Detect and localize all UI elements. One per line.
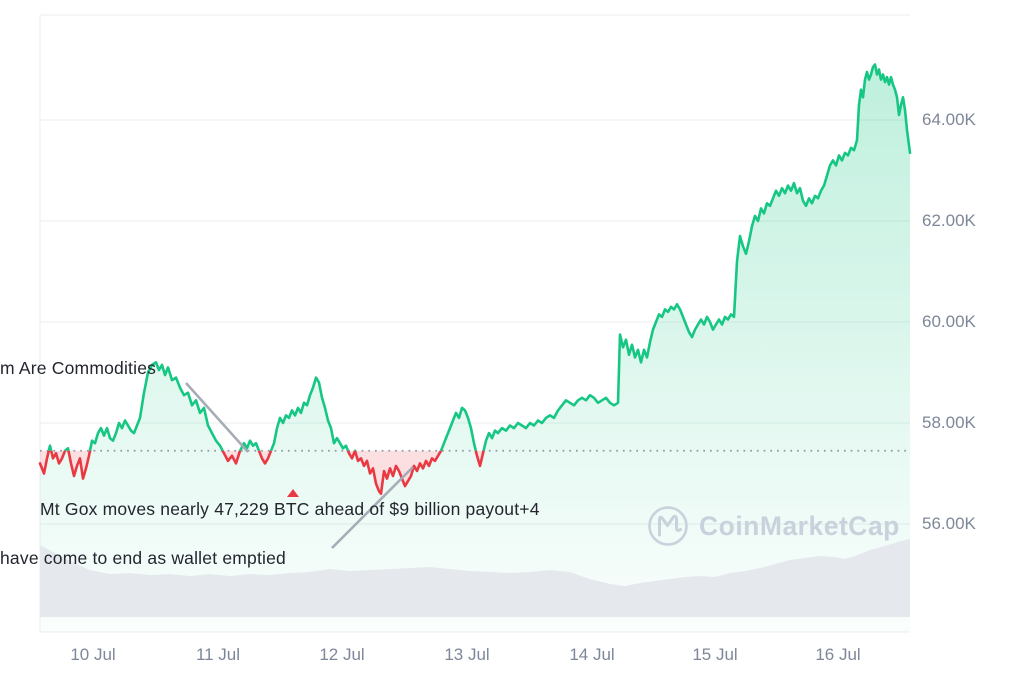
coinmarketcap-watermark-text: CoinMarketCap xyxy=(699,511,900,541)
coinmarketcap-logo-m xyxy=(658,514,682,537)
x-axis-tick-label: 16 Jul xyxy=(815,645,861,664)
annotation-connector-line xyxy=(185,382,249,453)
price-line-up xyxy=(47,63,912,451)
y-axis-tick-label: 60.00K xyxy=(922,312,976,331)
x-axis-tick-label: 12 Jul xyxy=(319,645,365,664)
coinmarketcap-watermark: CoinMarketCap xyxy=(648,506,900,546)
x-axis-tick-label: 13 Jul xyxy=(444,645,490,664)
y-axis-tick-label: 62.00K xyxy=(922,211,976,230)
news-annotation[interactable]: have come to end as wallet emptied xyxy=(0,548,286,568)
y-axis-tick-label: 56.00K xyxy=(922,514,976,533)
x-axis-tick-label: 11 Jul xyxy=(195,645,241,664)
price-area-fill xyxy=(40,64,910,632)
annotation-connectors xyxy=(185,382,414,549)
y-axis-tick-label: 58.00K xyxy=(922,413,976,432)
x-axis-tick-label: 14 Jul xyxy=(569,645,615,664)
volume-area xyxy=(40,539,910,617)
news-annotation[interactable]: m Are Commodities xyxy=(0,358,157,378)
annotation-marker-icon xyxy=(287,489,299,497)
x-axis-tick-label: 15 Jul xyxy=(692,645,738,664)
coinmarketcap-logo-icon xyxy=(648,506,688,546)
price-line xyxy=(38,63,912,495)
news-annotation[interactable]: Mt Gox moves nearly 47,229 BTC ahead of … xyxy=(40,499,540,519)
x-axis-tick-label: 10 Jul xyxy=(70,645,116,664)
up-area-fill xyxy=(40,64,910,632)
y-axis-tick-label: 64.00K xyxy=(922,110,976,129)
volume-silhouette xyxy=(40,539,910,617)
annotation-connector-line xyxy=(331,466,414,549)
